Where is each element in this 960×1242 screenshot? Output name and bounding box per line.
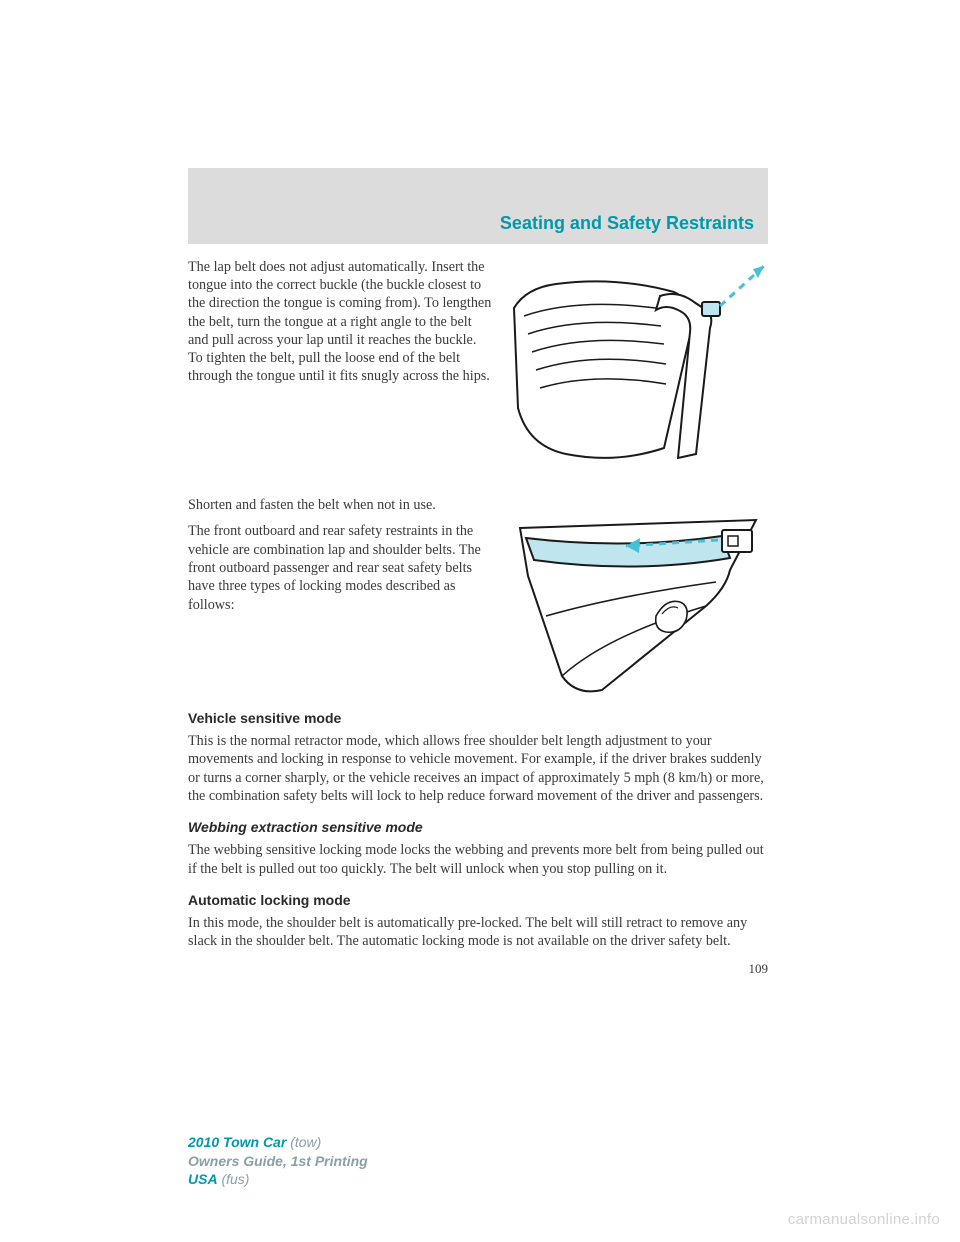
para-modes-intro: The front outboard and rear safety restr…: [188, 522, 492, 614]
heading-vehicle-sensitive: Vehicle sensitive mode: [188, 710, 768, 726]
section-title: Seating and Safety Restraints: [500, 213, 754, 234]
page: Seating and Safety Restraints The lap be…: [188, 168, 768, 977]
text-shorten: Shorten and fasten the belt when not in …: [188, 496, 492, 696]
figure-lapbelt-shorten: [506, 496, 768, 696]
footer-model: 2010 Town Car: [188, 1134, 286, 1150]
heading-automatic-locking: Automatic locking mode: [188, 892, 768, 908]
content-area: The lap belt does not adjust automatical…: [188, 244, 768, 977]
footer-region: USA: [188, 1171, 218, 1187]
block-shorten: Shorten and fasten the belt when not in …: [188, 496, 768, 696]
seatbelt-lengthen-icon: [506, 258, 768, 478]
footer-line-3: USA (fus): [188, 1170, 368, 1188]
footer-region-code: (fus): [221, 1171, 249, 1187]
para-lapbelt: The lap belt does not adjust automatical…: [188, 258, 492, 478]
footer-guide: Owners Guide, 1st Printing: [188, 1152, 368, 1170]
seatbelt-shorten-icon: [506, 496, 768, 696]
heading-webbing-sensitive: Webbing extraction sensitive mode: [188, 819, 768, 835]
block-lapbelt: The lap belt does not adjust automatical…: [188, 258, 768, 478]
para-webbing-sensitive: The webbing sensitive locking mode locks…: [188, 841, 768, 878]
para-vehicle-sensitive: This is the normal retractor mode, which…: [188, 732, 768, 805]
page-number: 109: [188, 961, 768, 977]
para-automatic-locking: In this mode, the shoulder belt is autom…: [188, 914, 768, 951]
section-header: Seating and Safety Restraints: [188, 168, 768, 244]
footer-line-1: 2010 Town Car (tow): [188, 1133, 368, 1151]
figure-lapbelt-lengthen: [506, 258, 768, 478]
watermark: carmanualsonline.info: [788, 1211, 940, 1228]
para-shorten: Shorten and fasten the belt when not in …: [188, 496, 492, 514]
footer: 2010 Town Car (tow) Owners Guide, 1st Pr…: [188, 1133, 368, 1188]
footer-model-code: (tow): [290, 1134, 321, 1150]
